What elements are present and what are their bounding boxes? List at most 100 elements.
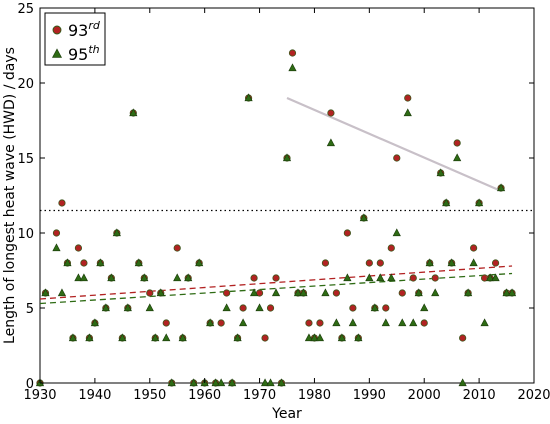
point-95th — [359, 213, 368, 222]
point-95th — [101, 303, 110, 312]
point-95th — [74, 273, 83, 282]
point-95th — [310, 333, 319, 342]
point-95th — [398, 318, 407, 327]
point-95th — [238, 318, 248, 327]
point-93rd — [387, 244, 395, 252]
point-95th — [381, 318, 390, 327]
point-95th — [354, 333, 363, 342]
point-95th — [112, 228, 121, 237]
point-95th — [293, 288, 303, 297]
point-95th — [52, 243, 61, 252]
point-95th — [420, 303, 429, 312]
point-95th — [151, 333, 160, 342]
point-95th — [403, 108, 412, 117]
x-tick-label: 2000 — [408, 388, 441, 403]
point-93rd — [382, 304, 390, 312]
point-93rd — [80, 259, 88, 267]
point-93rd — [431, 274, 439, 282]
point-95th — [376, 273, 385, 282]
point-93rd — [162, 319, 170, 327]
point-95th — [464, 288, 473, 297]
point-95th — [458, 378, 467, 387]
y-tick-label: 0 — [26, 377, 34, 392]
point-95th — [277, 378, 286, 387]
legend-marker-95th — [52, 48, 62, 58]
point-95th — [57, 288, 67, 297]
point-93rd — [173, 244, 181, 252]
point-95th — [469, 258, 478, 267]
point-95th — [365, 273, 374, 282]
point-95th — [41, 288, 50, 297]
point-95th — [299, 288, 308, 297]
point-95th — [260, 378, 270, 387]
point-95th — [370, 303, 379, 312]
y-axis-title: Length of longest heat wave (HWD) / days — [2, 47, 18, 344]
point-93rd — [288, 49, 297, 57]
trendline-93rd — [39, 265, 513, 300]
point-95th — [167, 378, 176, 387]
point-95th — [255, 303, 264, 312]
point-93rd — [250, 274, 258, 282]
point-95th — [118, 333, 127, 342]
point-95th — [304, 333, 314, 342]
point-93rd — [321, 259, 330, 267]
point-95th — [222, 303, 231, 312]
point-93rd — [420, 319, 428, 327]
point-95th — [431, 288, 440, 297]
point-93rd — [146, 289, 154, 297]
legend: 93rd 95th — [44, 12, 106, 66]
point-95th — [189, 378, 198, 387]
point-93rd — [52, 229, 61, 237]
point-93rd — [453, 139, 461, 147]
point-95th — [233, 333, 242, 342]
point-93rd — [305, 319, 313, 327]
point-95th — [387, 273, 396, 282]
point-95th — [134, 258, 143, 267]
point-93rd — [343, 229, 351, 237]
trendline-recent — [286, 96, 502, 193]
point-93rd — [398, 289, 406, 297]
point-93rd — [272, 274, 280, 282]
point-95th — [271, 288, 281, 297]
y-tick-label: 10 — [17, 227, 34, 242]
point-95th — [436, 168, 445, 177]
point-95th — [129, 108, 138, 117]
x-tick-label: 1940 — [78, 388, 111, 403]
legend-marker-93rd — [52, 25, 62, 35]
x-tick-label: 1950 — [133, 388, 166, 403]
point-93rd — [332, 289, 340, 297]
point-95th — [206, 318, 215, 327]
point-93rd — [404, 94, 412, 102]
x-tick-label: 1960 — [188, 388, 221, 403]
point-95th — [282, 153, 292, 162]
point-93rd — [261, 334, 269, 342]
point-95th — [343, 273, 352, 282]
point-95th — [90, 318, 99, 327]
point-95th — [85, 333, 94, 342]
point-93rd — [74, 244, 83, 252]
point-95th — [156, 288, 165, 297]
point-95th — [332, 318, 341, 327]
point-95th — [453, 153, 462, 162]
x-tick-label: 1980 — [298, 388, 331, 403]
point-95th — [491, 273, 500, 282]
point-95th — [140, 273, 149, 282]
point-93rd — [266, 304, 275, 312]
x-tick-label: 1930 — [23, 388, 56, 403]
point-93rd — [365, 259, 373, 267]
point-95th — [480, 318, 489, 327]
point-93rd — [327, 109, 335, 117]
point-95th — [337, 333, 346, 342]
point-95th — [123, 303, 132, 312]
point-95th — [249, 288, 259, 297]
y-tick-label: 20 — [17, 77, 34, 92]
point-93rd — [409, 274, 417, 282]
x-axis-title: Year — [271, 406, 302, 422]
point-95th — [244, 93, 253, 102]
point-93rd — [316, 319, 324, 327]
point-95th — [315, 333, 325, 342]
point-95th — [96, 258, 105, 267]
point-93rd — [470, 244, 478, 252]
point-95th — [392, 228, 401, 237]
